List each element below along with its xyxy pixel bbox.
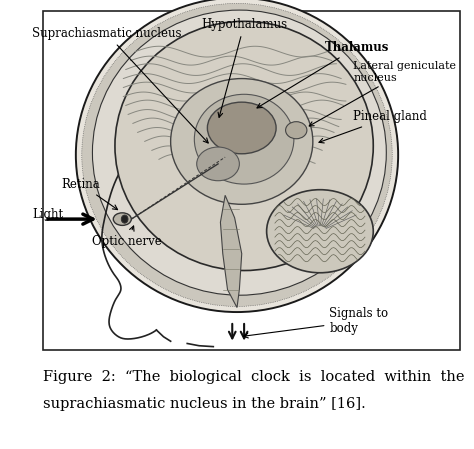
- Polygon shape: [220, 195, 242, 308]
- Text: Optic nerve: Optic nerve: [92, 226, 162, 248]
- Text: Hypothalamus: Hypothalamus: [201, 18, 287, 117]
- Ellipse shape: [171, 79, 313, 204]
- Text: Lateral geniculate
nucleus: Lateral geniculate nucleus: [309, 61, 456, 126]
- Ellipse shape: [92, 10, 386, 295]
- Ellipse shape: [115, 21, 374, 270]
- Text: Suprachiasmatic nucleus: Suprachiasmatic nucleus: [32, 27, 208, 143]
- Text: Pineal gland: Pineal gland: [319, 110, 427, 143]
- Text: Signals to
body: Signals to body: [243, 307, 389, 338]
- Ellipse shape: [197, 147, 239, 180]
- Ellipse shape: [76, 0, 398, 312]
- Ellipse shape: [82, 3, 392, 306]
- Ellipse shape: [207, 102, 276, 154]
- Ellipse shape: [113, 213, 131, 225]
- Text: Light: Light: [32, 208, 64, 221]
- Text: Figure  2:  “The  biological  clock  is  located  within  the: Figure 2: “The biological clock is locat…: [43, 370, 464, 384]
- FancyBboxPatch shape: [43, 11, 460, 350]
- Ellipse shape: [267, 189, 374, 273]
- Text: Thalamus: Thalamus: [257, 41, 389, 108]
- Text: suprachiasmatic nucleus in the brain” [16].: suprachiasmatic nucleus in the brain” [1…: [43, 397, 365, 411]
- Ellipse shape: [285, 122, 307, 139]
- Ellipse shape: [194, 94, 294, 184]
- Text: Retina: Retina: [62, 178, 118, 210]
- Ellipse shape: [121, 215, 128, 223]
